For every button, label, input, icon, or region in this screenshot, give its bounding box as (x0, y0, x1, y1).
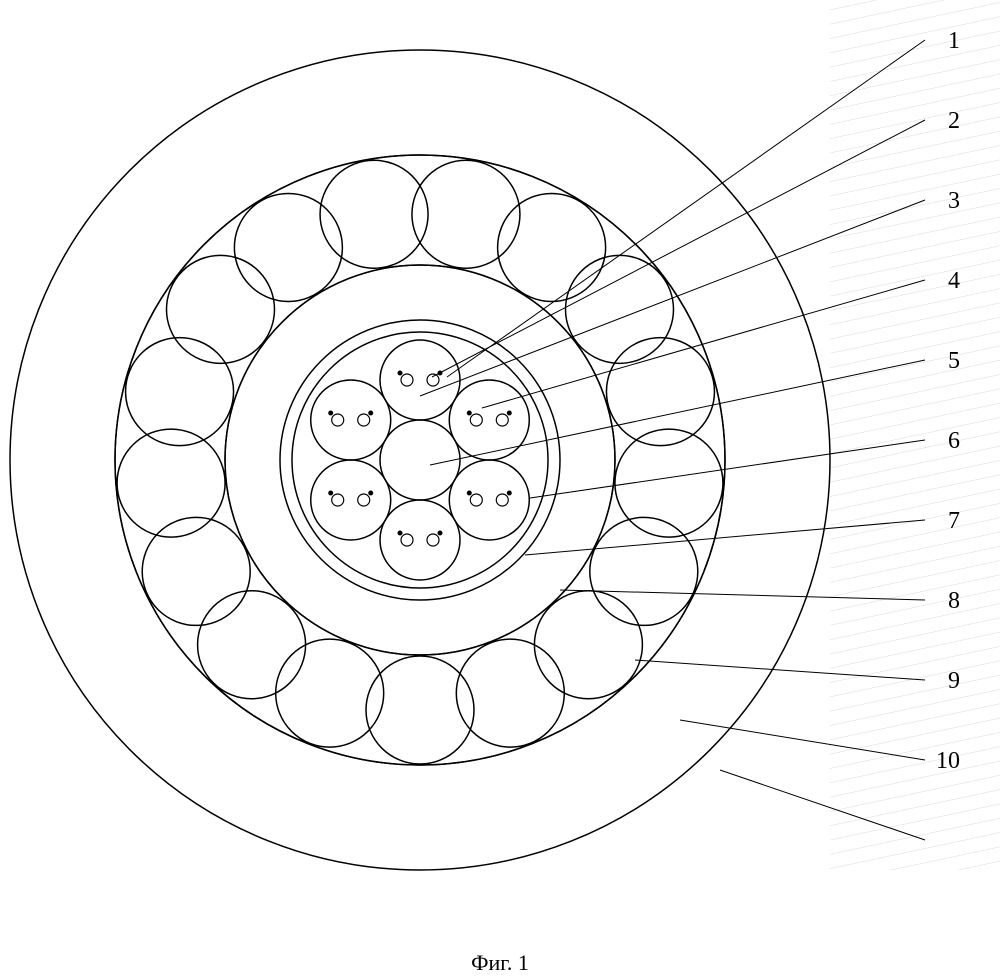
callout-label: 1 (948, 28, 960, 54)
fiber (427, 534, 439, 546)
inner-sheath-inner (280, 320, 560, 600)
fiber (401, 374, 413, 386)
armor-wire (276, 639, 384, 747)
fiber-marker (328, 491, 333, 496)
cable-diagram: 1 2 3 4 5 6 7 8 9 10 (0, 0, 1000, 977)
callout-label: 2 (948, 108, 960, 134)
fiber (358, 414, 370, 426)
fiber-marker (438, 531, 443, 536)
outer-jacket-outer (10, 50, 830, 870)
callout-label: 9 (948, 668, 960, 694)
fiber-marker (328, 411, 333, 416)
buffer-tube (311, 460, 391, 540)
armor-wire (498, 193, 606, 301)
buffer-tube (380, 340, 460, 420)
armor-wire (366, 656, 474, 764)
fiber (401, 534, 413, 546)
fiber (496, 494, 508, 506)
central-element (380, 420, 460, 500)
armor-wire (456, 639, 564, 747)
fiber (427, 374, 439, 386)
fiber (332, 494, 344, 506)
core-wrap (292, 332, 548, 588)
fiber-marker (398, 371, 403, 376)
callout-label: 5 (948, 348, 960, 374)
armor-wire (566, 255, 674, 363)
fiber-marker (398, 531, 403, 536)
inner-sheath-outer (225, 265, 615, 655)
fiber (470, 414, 482, 426)
hatch-band (830, 0, 1000, 870)
figure-caption: Фиг. 1 (0, 950, 1000, 976)
armor-wire (234, 193, 342, 301)
callout-label: 4 (948, 268, 960, 294)
armor-wire (534, 591, 642, 699)
armor-wire (198, 591, 306, 699)
fiber-marker (467, 411, 472, 416)
armor-wire (166, 255, 274, 363)
fiber (470, 494, 482, 506)
fiber-marker (507, 411, 512, 416)
fiber-marker (368, 411, 373, 416)
buffer-tube (449, 380, 529, 460)
callout-label: 7 (948, 508, 960, 534)
callout-label: 10 (936, 748, 960, 774)
armor-wire (590, 517, 698, 625)
buffer-tube (449, 460, 529, 540)
armor-inner (225, 265, 615, 655)
armor-wire (142, 517, 250, 625)
callout-label: 8 (948, 588, 960, 614)
fiber-marker (467, 491, 472, 496)
fiber-marker (368, 491, 373, 496)
callout-label: 3 (948, 188, 960, 214)
fiber (496, 414, 508, 426)
fiber (358, 494, 370, 506)
buffer-tube (380, 500, 460, 580)
callout-label: 6 (948, 428, 960, 454)
fiber (332, 414, 344, 426)
fiber-marker (507, 491, 512, 496)
buffer-tube (311, 380, 391, 460)
